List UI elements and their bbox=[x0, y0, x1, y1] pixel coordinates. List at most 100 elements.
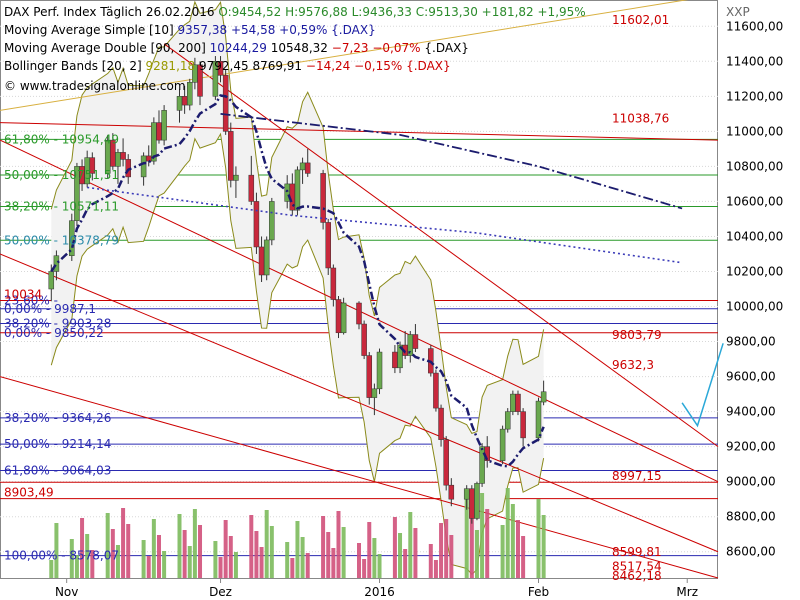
y-tick-label: 11600,00 bbox=[726, 19, 783, 33]
trend-line bbox=[0, 253, 719, 553]
trend-line bbox=[0, 376, 719, 579]
mad-line-fast bbox=[87, 186, 683, 264]
candle-body bbox=[520, 411, 526, 439]
volume-bar bbox=[444, 519, 449, 578]
fib-label-upper: 50,00% - 10751,51 bbox=[4, 168, 119, 182]
candle-body bbox=[412, 334, 419, 349]
volume-bar bbox=[269, 526, 274, 578]
fib-label-lower: 100,00% - 8578,07 bbox=[4, 549, 119, 563]
volume-bar bbox=[264, 510, 269, 578]
candle-body bbox=[356, 302, 362, 325]
candle-body bbox=[392, 351, 398, 369]
volume-bar bbox=[74, 555, 79, 578]
x-tick-label: Dez bbox=[209, 585, 232, 599]
volume-bar bbox=[433, 560, 438, 578]
y-tick-label: 10400,00 bbox=[726, 229, 783, 243]
sma-line bbox=[50, 94, 545, 468]
volume-bar bbox=[300, 537, 305, 578]
volume-bar bbox=[146, 556, 151, 578]
header-title-line: DAX Perf. Index Täglich 26.02.2016 O:945… bbox=[4, 5, 586, 20]
volume-bar bbox=[295, 521, 300, 578]
bollinger-legend-change: −14,24 −0,15% {.DAX} bbox=[305, 59, 451, 73]
candle-body bbox=[145, 155, 152, 162]
volume-bar bbox=[115, 545, 120, 578]
volume-bar bbox=[177, 514, 182, 578]
volume-bar bbox=[233, 552, 238, 578]
volume-bar bbox=[398, 533, 403, 578]
forecast-line bbox=[681, 343, 724, 428]
x-tick-label: Nov bbox=[55, 585, 78, 599]
volume-bar bbox=[372, 538, 377, 578]
x-tick-label: 2016 bbox=[364, 585, 395, 599]
candle-body bbox=[325, 222, 331, 269]
bollinger-legend-label: Bollinger Bands [20, 2] bbox=[4, 59, 142, 73]
candle-body bbox=[376, 351, 383, 390]
candle-body bbox=[479, 446, 485, 484]
candle-body bbox=[74, 166, 80, 221]
fib-label-lower: 61,80% - 9064,03 bbox=[4, 463, 111, 477]
copyright-text: © www.tradesignalonline.com bbox=[4, 79, 186, 93]
candle-body bbox=[69, 220, 75, 256]
volume-bar bbox=[198, 525, 203, 578]
bollinger-lower bbox=[50, 132, 545, 576]
volume-bar bbox=[536, 499, 541, 578]
volume-bar bbox=[80, 518, 85, 578]
fib-label-upper: 50,00% - 10378,79 bbox=[4, 233, 119, 247]
candle-body bbox=[161, 110, 167, 141]
y-tick-label: 10000,00 bbox=[726, 300, 783, 314]
volume-bar bbox=[90, 550, 95, 578]
volume-bar bbox=[336, 511, 341, 578]
candle-body bbox=[474, 483, 480, 519]
candle-body bbox=[115, 152, 121, 167]
y-tick-label: 11400,00 bbox=[726, 54, 783, 68]
level-label: 8903,49 bbox=[4, 486, 54, 500]
y-tick-label: 9400,00 bbox=[726, 405, 776, 419]
volume-bar bbox=[439, 523, 444, 578]
volume-bar bbox=[228, 536, 233, 578]
volume-bar bbox=[69, 539, 74, 578]
candle-body bbox=[151, 122, 157, 162]
candle-body bbox=[540, 391, 547, 403]
volume-bar bbox=[259, 547, 264, 578]
level-label: 10034 bbox=[4, 288, 42, 302]
volume-bar bbox=[362, 559, 367, 578]
candle-body bbox=[438, 407, 444, 440]
candle-body bbox=[515, 393, 521, 412]
chart-title: DAX Perf. Index Täglich bbox=[4, 5, 142, 19]
candle-body bbox=[320, 173, 326, 223]
volume-bar bbox=[156, 535, 161, 578]
candle-body bbox=[253, 201, 260, 248]
volume-bar bbox=[474, 530, 479, 578]
volume-bar bbox=[49, 560, 54, 578]
candle-body bbox=[222, 75, 229, 132]
volume-bar bbox=[192, 509, 197, 578]
volume-bar bbox=[469, 514, 474, 578]
level-label: 8997,15 bbox=[612, 469, 662, 483]
close-readout: C:9513,30 +181,82 +1,95% bbox=[415, 5, 586, 19]
volume-bar bbox=[218, 557, 223, 578]
y-tick-label: 11200,00 bbox=[726, 89, 783, 103]
fib-label-lower: 38,20% - 9903,28 bbox=[4, 317, 111, 331]
volume-bar bbox=[321, 516, 326, 578]
volume-bar bbox=[141, 540, 146, 578]
mad-legend-label: Moving Average Double [90, 200] bbox=[4, 41, 206, 55]
candle-body bbox=[228, 131, 234, 181]
bollinger-legend-v2: 9792,45 bbox=[198, 59, 249, 73]
volume-bar bbox=[377, 554, 382, 578]
level-label: 9803,79 bbox=[612, 328, 662, 342]
volume-bar bbox=[326, 532, 331, 578]
candle-body bbox=[248, 174, 255, 202]
volume-bar bbox=[521, 536, 526, 578]
volume-bar bbox=[403, 549, 408, 578]
volume-bar bbox=[510, 504, 515, 578]
candle-body bbox=[361, 323, 367, 356]
candle-body bbox=[187, 82, 193, 106]
y-tick-label: 8800,00 bbox=[726, 510, 776, 524]
level-label: 11602,01 bbox=[612, 13, 669, 27]
y-tick-label: 10600,00 bbox=[726, 194, 783, 208]
y-tick-label: 10200,00 bbox=[726, 264, 783, 278]
mad-legend: Moving Average Double [90, 200] 10244,29… bbox=[4, 41, 469, 56]
volume-bar bbox=[121, 508, 126, 578]
y-tick-label: 9000,00 bbox=[726, 475, 776, 489]
candle-body bbox=[53, 255, 60, 272]
